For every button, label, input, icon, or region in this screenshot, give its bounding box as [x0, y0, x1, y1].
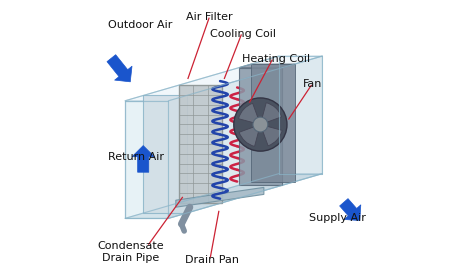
Wedge shape — [239, 125, 260, 146]
Polygon shape — [144, 95, 187, 213]
Polygon shape — [168, 56, 322, 218]
Polygon shape — [239, 64, 295, 68]
Circle shape — [253, 117, 268, 132]
Polygon shape — [125, 56, 322, 101]
Text: Air Filter: Air Filter — [186, 12, 232, 22]
Text: Outdoor Air: Outdoor Air — [108, 20, 173, 30]
Text: Heating Coil: Heating Coil — [242, 54, 310, 64]
Polygon shape — [251, 64, 295, 182]
Polygon shape — [239, 68, 283, 185]
Text: Supply Air: Supply Air — [309, 213, 366, 223]
Polygon shape — [176, 187, 264, 207]
Wedge shape — [238, 103, 260, 125]
Circle shape — [234, 98, 287, 151]
Polygon shape — [125, 101, 168, 218]
Wedge shape — [260, 125, 282, 146]
Text: Cooling Coil: Cooling Coil — [210, 29, 275, 39]
Text: Return Air: Return Air — [108, 152, 164, 162]
Wedge shape — [260, 103, 282, 125]
Text: Condensate
Drain Pipe: Condensate Drain Pipe — [97, 241, 164, 263]
Polygon shape — [179, 85, 222, 203]
Text: Fan: Fan — [303, 79, 322, 89]
Polygon shape — [125, 174, 322, 218]
Text: Drain Pan: Drain Pan — [185, 255, 239, 265]
